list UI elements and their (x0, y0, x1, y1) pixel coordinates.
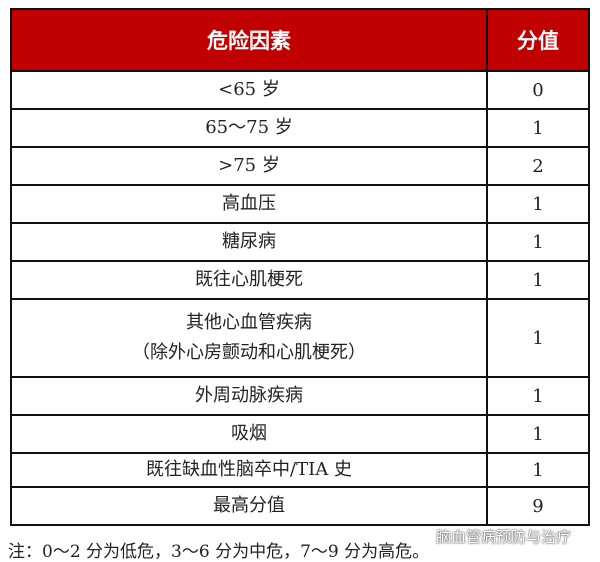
risk-factor-cell: <65 岁 (10, 70, 488, 110)
risk-factor-cell: >75 岁 (10, 146, 488, 186)
table-row: 既往心肌梗死 1 (10, 260, 590, 300)
header-score: 分值 (486, 8, 590, 72)
score-cell: 1 (486, 376, 590, 416)
risk-factor-cell: 最高分值 (10, 486, 488, 526)
risk-factor-cell: 吸烟 (10, 414, 488, 454)
risk-factor-cell: 其他心血管疾病 （除外心房颤动和心肌梗死） (10, 298, 488, 378)
table-row: 其他心血管疾病 （除外心房颤动和心肌梗死） 1 (10, 298, 590, 378)
score-cell: 1 (486, 184, 590, 224)
risk-factor-cell: 既往心肌梗死 (10, 260, 488, 300)
score-cell: 2 (486, 146, 590, 186)
table-header: 危险因素 分值 (10, 8, 590, 72)
footnote: 注：0～2 分为低危，3～6 分为中危，7～9 分为高危。 (8, 542, 430, 562)
risk-factor-cell: 既往缺血性脑卒中/TIA 史 (10, 452, 488, 488)
score-cell: 1 (486, 414, 590, 454)
score-cell: 0 (486, 70, 590, 110)
risk-factor-cell: 高血压 (10, 184, 488, 224)
risk-factor-cell: 65～75 岁 (10, 108, 488, 148)
risk-factor-cell: 糖尿病 (10, 222, 488, 262)
watermark: 脑血管病预防与治疗 (436, 528, 572, 546)
score-cell: 1 (486, 108, 590, 148)
table-row: 糖尿病 1 (10, 222, 590, 262)
table-row: 高血压 1 (10, 184, 590, 224)
risk-score-table: 危险因素 分值 <65 岁 0 65～75 岁 1 >75 岁 2 高血压 1 糖尿病 1 既往心肌… (10, 8, 590, 526)
header-factor: 危险因素 (10, 8, 488, 72)
table-row: 外周动脉疾病 1 (10, 376, 590, 416)
score-cell: 1 (486, 452, 590, 488)
risk-factor-cell: 外周动脉疾病 (10, 376, 488, 416)
score-cell: 9 (486, 486, 590, 526)
table-row: 吸烟 1 (10, 414, 590, 454)
score-cell: 1 (486, 260, 590, 300)
score-cell: 1 (486, 222, 590, 262)
score-cell: 1 (486, 298, 590, 378)
table-row: 最高分值 9 (10, 486, 590, 526)
